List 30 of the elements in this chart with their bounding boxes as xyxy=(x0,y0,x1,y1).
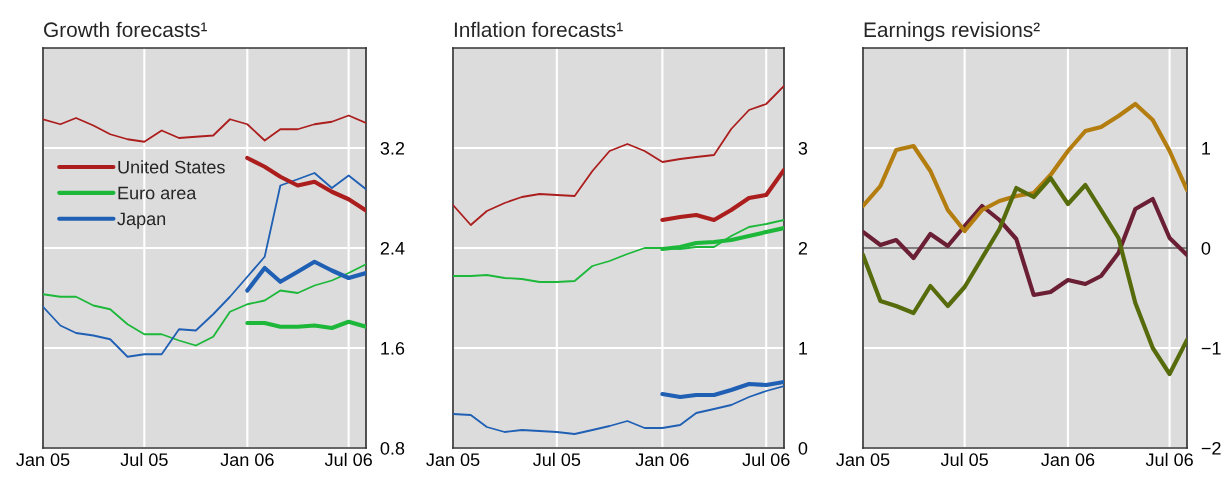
x-tick-label: Jan 06 xyxy=(635,453,689,467)
x-tick-label: Jul 06 xyxy=(324,452,372,467)
y-tick-label: 0.8 xyxy=(380,441,405,455)
y-tick-label: 1 xyxy=(799,342,808,355)
x-tick-label: Jul 05 xyxy=(533,452,581,467)
x-tick-label: Jan 06 xyxy=(220,453,274,467)
legend-label: Japan xyxy=(117,212,166,229)
x-tick-label: Jul 05 xyxy=(120,452,168,467)
x-tick-label: Jan 05 xyxy=(836,453,890,467)
y-tick-label: −1 xyxy=(1201,342,1221,355)
y-tick-label: 0 xyxy=(1201,241,1211,255)
y-tick-label: −2 xyxy=(1201,441,1221,455)
y-tick-label: 3 xyxy=(798,141,808,155)
x-tick-label: Jul 06 xyxy=(742,452,790,467)
y-tick-label: 0 xyxy=(798,441,808,455)
y-tick-label: 1.6 xyxy=(381,341,405,355)
y-tick-label: 2 xyxy=(798,241,808,255)
chart-title: Earnings revisions² xyxy=(864,21,1040,42)
x-tick-label: Jan 06 xyxy=(1041,453,1095,467)
y-tick-label: 1 xyxy=(1202,142,1211,155)
y-tick-label: 3.2 xyxy=(380,141,405,155)
x-tick-label: Jan 05 xyxy=(426,453,480,467)
x-tick-label: Jul 05 xyxy=(940,452,988,467)
y-tick-label: 2.4 xyxy=(380,241,405,255)
x-tick-label: Jul 06 xyxy=(1145,452,1193,467)
legend-label: United States xyxy=(118,160,225,174)
x-tick-label: Jan 05 xyxy=(16,453,70,467)
chart-title: Growth forecasts¹ xyxy=(44,21,207,38)
legend-label: Euro area xyxy=(118,186,197,200)
chart-title: Inflation forecasts¹ xyxy=(454,21,623,38)
